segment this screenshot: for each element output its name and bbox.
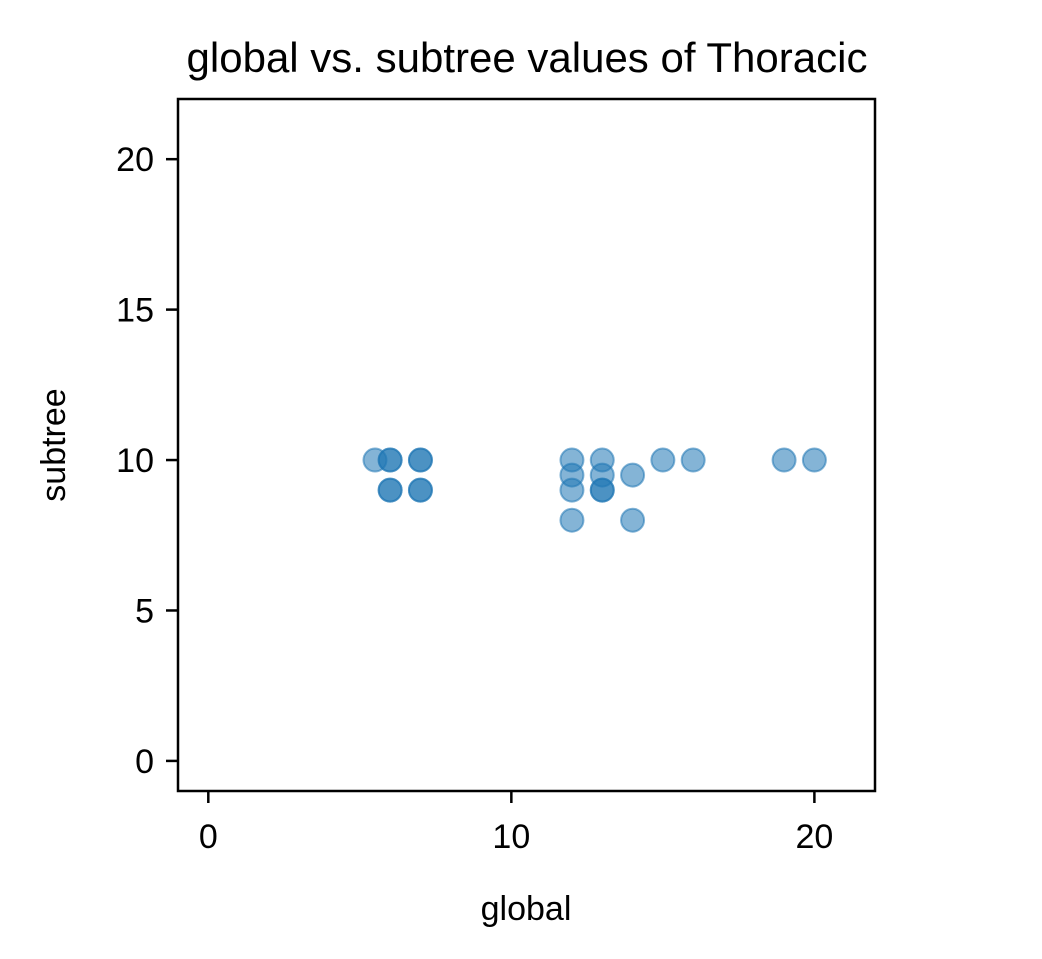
y-tick-label: 5 bbox=[135, 592, 154, 630]
y-axis-label: subtree bbox=[35, 388, 73, 501]
data-point-7 bbox=[377, 477, 403, 503]
x-tick-label: 10 bbox=[492, 818, 530, 856]
data-point-16 bbox=[589, 477, 615, 503]
x-tick-label: 20 bbox=[795, 818, 833, 856]
data-point-5 bbox=[407, 447, 433, 473]
chart-title: global vs. subtree values of Thoracic bbox=[187, 34, 868, 81]
data-point-20 bbox=[771, 447, 797, 473]
data-point-9 bbox=[407, 477, 433, 503]
y-axis-ticks: 0 5 10 15 20 bbox=[116, 141, 178, 781]
data-point-17 bbox=[620, 462, 646, 488]
data-point-19 bbox=[680, 447, 706, 473]
data-point-21 bbox=[801, 447, 827, 473]
data-points bbox=[362, 447, 827, 533]
y-tick-label: 20 bbox=[116, 141, 154, 179]
y-tick-label: 15 bbox=[116, 292, 154, 330]
y-tick-label: 10 bbox=[116, 442, 154, 480]
y-tick-label: 0 bbox=[135, 743, 154, 781]
plot-frame bbox=[176, 97, 877, 793]
data-point-3 bbox=[377, 447, 403, 473]
x-axis-label: global bbox=[481, 890, 572, 928]
data-point-23 bbox=[620, 507, 646, 533]
data-point-14 bbox=[559, 477, 585, 503]
data-point-22 bbox=[559, 507, 585, 533]
x-tick-label: 0 bbox=[199, 818, 218, 856]
x-axis-ticks: 0 10 20 bbox=[199, 791, 833, 856]
data-point-18 bbox=[650, 447, 676, 473]
